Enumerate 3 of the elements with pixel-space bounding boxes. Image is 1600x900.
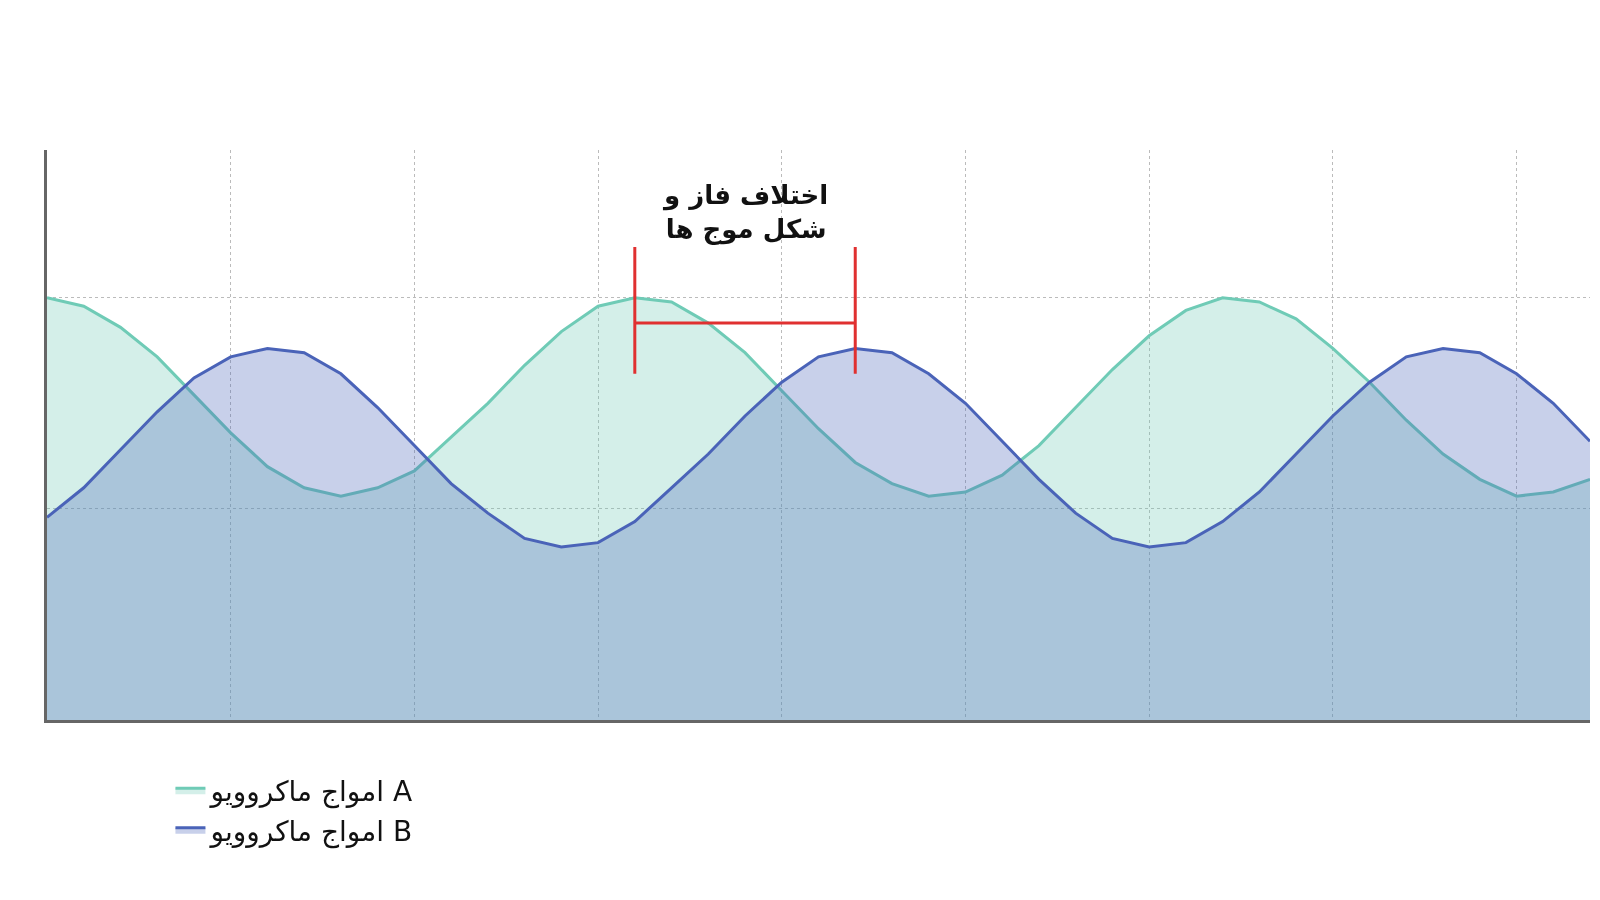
text: اختلاف فاز و شکل موج ها	[662, 180, 829, 245]
legend-label: امواج ماکروویو B	[208, 814, 413, 849]
legend-label: امواج ماکروویو A	[208, 775, 413, 810]
